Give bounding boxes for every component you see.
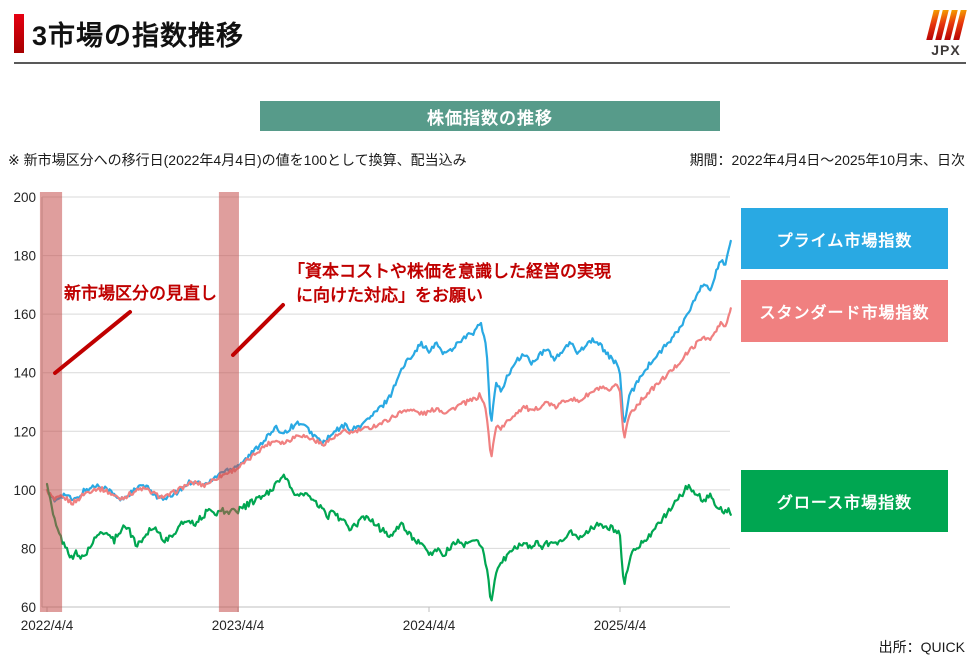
event-band-1 bbox=[39, 192, 63, 612]
x-tick-label: 2025/4/4 bbox=[594, 618, 647, 633]
jpx-logo-text: JPX bbox=[931, 42, 961, 58]
jpx-logo: JPX bbox=[922, 8, 970, 60]
y-tick-label: 60 bbox=[21, 600, 36, 615]
page-title: 3市場の指数推移 bbox=[32, 21, 245, 51]
x-tick-label: 2022/4/4 bbox=[21, 618, 74, 633]
index-trend-chart: 60 80 100 120 140 160 180 200 2022/4/4 2023/4/4 20… bbox=[0, 185, 740, 655]
chart-note: ※ 新市場区分への移行日(2022年4月4日)の値を100として換算、配当込み bbox=[8, 152, 467, 168]
legend-growth-market: グロース市場指数 bbox=[741, 470, 948, 532]
series-line-growth bbox=[45, 473, 732, 602]
annotation-market-restructuring: 新市場区分の見直し bbox=[64, 284, 217, 303]
header-divider bbox=[14, 62, 966, 64]
section-banner: 株価指数の推移 bbox=[260, 101, 720, 131]
y-tick-label: 140 bbox=[13, 366, 36, 381]
y-tick-label: 80 bbox=[21, 541, 36, 556]
chart-period: 期間：2022年4月4日～2025年10月末、日次 bbox=[689, 152, 965, 168]
source-text: 出所：QUICK bbox=[878, 639, 965, 655]
y-tick-label: 200 bbox=[13, 190, 36, 205]
y-tick-label: 160 bbox=[13, 307, 36, 322]
legend-standard-market: スタンダード市場指数 bbox=[741, 280, 948, 342]
chart-svg: 60 80 100 120 140 160 180 200 2022/4/4 2023/4/4 20… bbox=[13, 190, 732, 633]
annotation-line-1: 「資本コストや株価を意識した経営の実現 bbox=[288, 262, 611, 281]
x-tick-label: 2024/4/4 bbox=[403, 618, 456, 633]
leader-line-2 bbox=[231, 303, 285, 357]
x-tick-label: 2023/4/4 bbox=[212, 618, 265, 633]
annotation-capital-cost-request: 「資本コストや株価を意識した経営の実現 に向けた対応」をお願い bbox=[288, 260, 611, 308]
event-band-2 bbox=[218, 192, 239, 612]
title-accent-bar bbox=[14, 14, 24, 53]
leader-line-1 bbox=[53, 310, 132, 375]
y-tick-label: 120 bbox=[13, 424, 36, 439]
legend-prime-market: プライム市場指数 bbox=[741, 208, 948, 269]
jpx-logo-icon bbox=[922, 8, 970, 40]
y-tick-label: 100 bbox=[13, 483, 36, 498]
y-tick-label: 180 bbox=[13, 249, 36, 264]
series-line-standard bbox=[45, 307, 732, 506]
annotation-line-2: に向けた対応」をお願い bbox=[296, 286, 483, 305]
